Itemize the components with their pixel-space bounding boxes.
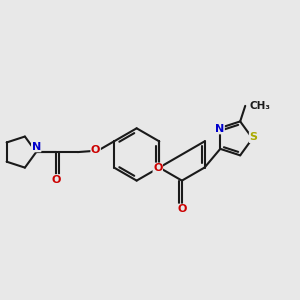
- Text: O: O: [177, 204, 187, 214]
- Text: S: S: [249, 133, 257, 142]
- Text: O: O: [52, 175, 61, 185]
- Text: O: O: [91, 145, 100, 155]
- Text: N: N: [215, 124, 224, 134]
- Text: O: O: [153, 163, 163, 173]
- Text: CH₃: CH₃: [250, 101, 271, 111]
- Text: N: N: [32, 142, 41, 152]
